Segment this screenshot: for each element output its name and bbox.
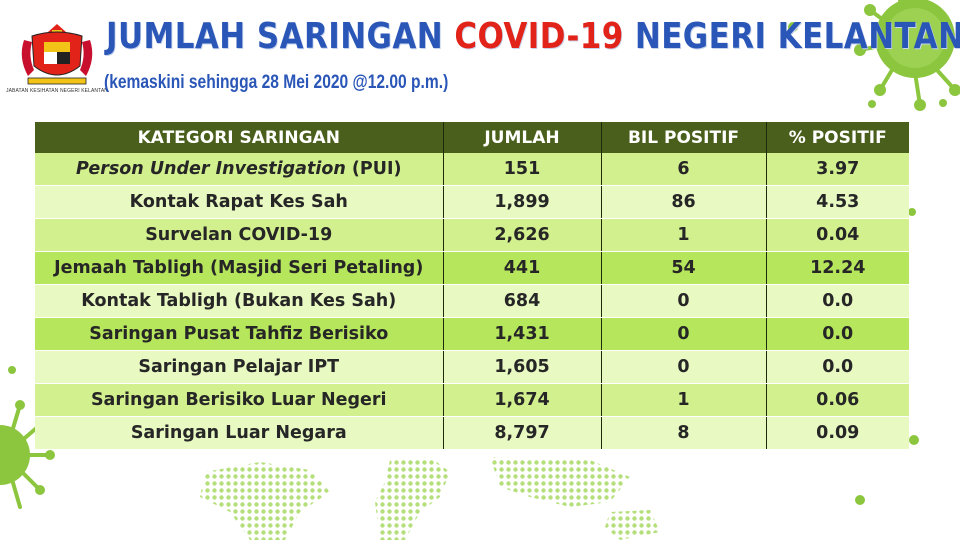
logo-caption: JABATAN KESIHATAN NEGERI KELANTAN: [6, 88, 109, 94]
cell-kategori: Saringan Luar Negara: [35, 416, 444, 450]
cell-positif: 1: [601, 383, 767, 417]
cell-jumlah: 1,605: [443, 350, 602, 384]
cell-jumlah: 1,674: [443, 383, 602, 417]
cell-peratus: 3.97: [766, 153, 909, 186]
cell-kategori: Survelan COVID-19: [35, 218, 444, 252]
cell-positif: 0: [601, 350, 767, 384]
screening-table: KATEGORI SARINGAN JUMLAH BIL POSITIF % P…: [35, 122, 909, 450]
title-part1: JUMLAH SARINGAN: [106, 16, 455, 57]
cell-kategori: Saringan Pusat Tahfiz Berisiko: [35, 317, 444, 351]
cell-positif: 0: [601, 284, 767, 318]
table-row: Kontak Rapat Kes Sah 1,899 86 4.53: [35, 185, 909, 219]
cell-jumlah: 8,797: [443, 416, 602, 450]
cell-jumlah: 2,626: [443, 218, 602, 252]
cell-jumlah: 1,431: [443, 317, 602, 351]
cell-peratus: 0.04: [766, 218, 909, 252]
cell-peratus: 12.24: [766, 251, 909, 285]
cell-jumlah: 441: [443, 251, 602, 285]
table-row: Saringan Pelajar IPT 1,605 0 0.0: [35, 350, 909, 384]
world-map-dots: [200, 457, 660, 540]
cell-peratus: 4.53: [766, 185, 909, 219]
cell-positif: 1: [601, 218, 767, 252]
table-row: Saringan Luar Negara 8,797 8 0.09: [35, 416, 909, 450]
table-row: Survelan COVID-19 2,626 1 0.04: [35, 218, 909, 252]
cell-kategori: Person Under Investigation (PUI): [35, 153, 444, 186]
cell-jumlah: 151: [443, 153, 602, 186]
virus-icon: [854, 0, 960, 111]
cell-positif: 86: [601, 185, 767, 219]
cell-peratus: 0.06: [766, 383, 909, 417]
cell-positif: 0: [601, 317, 767, 351]
title-covid: COVID-19: [454, 16, 624, 57]
cell-kategori-text: (PUI): [345, 159, 402, 179]
cell-kategori: Saringan Berisiko Luar Negeri: [35, 383, 444, 417]
table-row: Kontak Tabligh (Bukan Kes Sah) 684 0 0.0: [35, 284, 909, 318]
cell-jumlah: 1,899: [443, 185, 602, 219]
cell-jumlah: 684: [443, 284, 602, 318]
table-row: Saringan Berisiko Luar Negeri 1,674 1 0.…: [35, 383, 909, 417]
cell-peratus: 0.0: [766, 317, 909, 351]
table-row: Person Under Investigation (PUI) 151 6 3…: [35, 153, 909, 186]
cell-positif: 8: [601, 416, 767, 450]
jkn-kelantan-logo: [21, 24, 93, 85]
table-row: Saringan Pusat Tahfiz Berisiko 1,431 0 0…: [35, 317, 909, 351]
cell-kategori: Kontak Tabligh (Bukan Kes Sah): [35, 284, 444, 318]
title-part3: NEGERI KELANTAN: [623, 16, 960, 57]
cell-positif: 6: [601, 153, 767, 186]
table-header-row: KATEGORI SARINGAN JUMLAH BIL POSITIF % P…: [35, 122, 909, 153]
page-subtitle: (kemaskini sehingga 28 Mei 2020 @12.00 p…: [104, 72, 449, 93]
header-bil-positif: BIL POSITIF: [601, 122, 767, 153]
cell-kategori-italic: Person Under Investigation: [76, 159, 346, 179]
cell-peratus: 0.0: [766, 284, 909, 318]
cell-kategori: Jemaah Tabligh (Masjid Seri Petaling): [35, 251, 444, 285]
cell-positif: 54: [601, 251, 767, 285]
cell-peratus: 0.0: [766, 350, 909, 384]
cell-kategori: Saringan Pelajar IPT: [35, 350, 444, 384]
table-row: Jemaah Tabligh (Masjid Seri Petaling) 44…: [35, 251, 909, 285]
header-jumlah: JUMLAH: [443, 122, 602, 153]
cell-peratus: 0.09: [766, 416, 909, 450]
page-title: JUMLAH SARINGAN COVID-19 NEGERI KELANTAN: [106, 16, 960, 57]
header-peratus-positif: % POSITIF: [766, 122, 909, 153]
cell-kategori: Kontak Rapat Kes Sah: [35, 185, 444, 219]
header-kategori: KATEGORI SARINGAN: [35, 122, 444, 153]
